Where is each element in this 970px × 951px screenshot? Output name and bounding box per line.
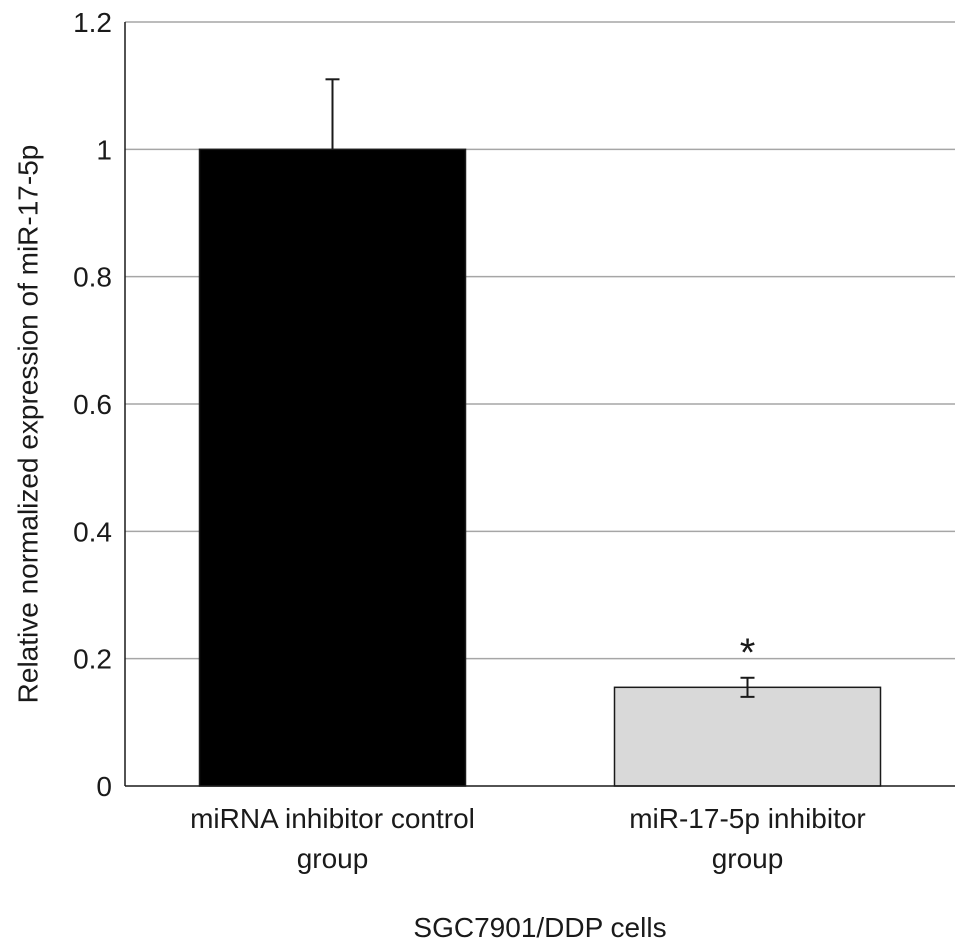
bar [198, 148, 467, 787]
y-tick-label: 0.8 [73, 262, 112, 293]
y-tick-label: 0 [96, 771, 112, 802]
x-category-label: group [712, 843, 784, 874]
bars [198, 148, 882, 787]
x-category-label: group [297, 843, 369, 874]
x-category-label: miRNA inhibitor control [190, 803, 475, 834]
x-category-labels: miRNA inhibitor control group miR-17-5p in… [190, 803, 866, 874]
x-category-label: miR-17-5p inhibitor [629, 803, 866, 834]
error-bars [325, 78, 755, 698]
y-tick-label: 1.2 [73, 7, 112, 38]
y-tick-label: 0.2 [73, 644, 112, 675]
significance-marks: * [740, 631, 756, 675]
y-tick-label: 1 [96, 134, 112, 165]
significance-asterisk: * [740, 631, 756, 675]
y-tick-labels: 0 0.2 0.4 0.6 0.8 1 1.2 [73, 7, 112, 802]
bar [613, 686, 882, 787]
axes [124, 22, 955, 787]
y-tick-label: 0.4 [73, 516, 112, 547]
y-tick-label: 0.6 [73, 389, 112, 420]
y-axis-title: Relative normalized expression of miR-17… [12, 145, 43, 704]
x-axis-title: SGC7901/DDP cells [413, 912, 666, 943]
